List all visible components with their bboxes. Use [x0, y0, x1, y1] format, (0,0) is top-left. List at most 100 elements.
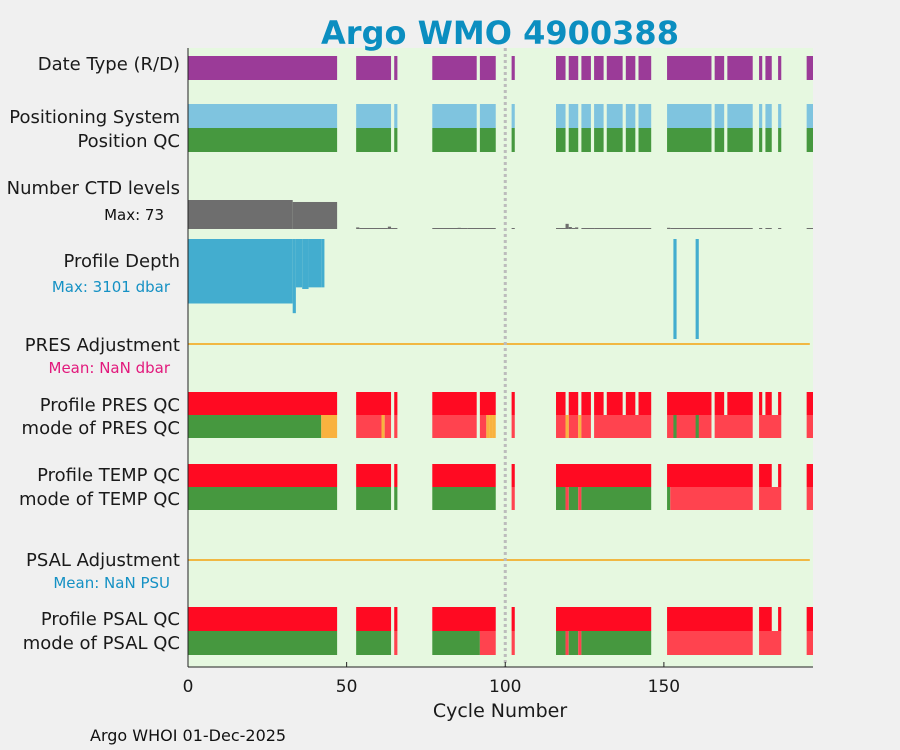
profile-depth-bar — [295, 239, 303, 288]
data-type-bar — [479, 56, 496, 80]
mode-pres-qc-bar — [714, 415, 753, 438]
profile-temp-qc-bar — [759, 464, 772, 487]
label-profile-pres-qc: Profile PRES QC — [40, 395, 180, 416]
position-qc-bar — [714, 128, 725, 152]
position-qc-bar — [759, 128, 763, 152]
mode-psal-qc-bar — [188, 631, 338, 655]
positioning-bar — [594, 104, 604, 128]
profile-depth-bar — [321, 239, 325, 288]
position-qc-bar — [568, 128, 579, 152]
positioning-bar — [714, 104, 725, 128]
profile-pres-qc-bar — [806, 392, 813, 415]
label-pres-mean: Mean: NaN dbar — [49, 359, 171, 377]
x-axis: 0 50 100 150 — [183, 48, 813, 697]
mode-pres-qc-bar — [511, 415, 515, 438]
ctd-levels-bar — [581, 228, 595, 229]
mode-temp-qc-bar — [432, 487, 496, 510]
data-type-bar — [394, 56, 398, 80]
position-qc-bar — [727, 128, 753, 152]
mode-psal-qc-bar — [432, 631, 480, 655]
chart-title: Argo WMO 4900388 — [321, 14, 679, 52]
mode-pres-qc-bar — [578, 415, 582, 438]
mode-pres-qc-bar — [479, 415, 487, 438]
label-data-type: Date Type (R/D) — [38, 54, 180, 75]
positioning-bar — [727, 104, 753, 128]
data-type-bar — [556, 56, 566, 80]
profile-pres-qc-bar — [759, 392, 763, 415]
mode-pres-qc-bar — [695, 415, 699, 438]
positioning-bar — [479, 104, 496, 128]
ctd-levels-bar — [556, 228, 566, 229]
data-type-bar — [806, 56, 813, 80]
profile-temp-qc-bar — [556, 464, 652, 487]
data-type-bar — [638, 56, 652, 80]
profile-psal-qc-bar — [759, 607, 772, 631]
ctd-levels-bar — [356, 227, 360, 229]
position-qc-bar — [594, 128, 604, 152]
mode-pres-qc-bar — [321, 415, 338, 438]
profile-pres-qc-bar — [638, 392, 652, 415]
ctd-levels-bar — [387, 226, 392, 229]
data-type-bar — [568, 56, 579, 80]
ctd-levels-bar — [432, 228, 468, 229]
positioning-bar — [778, 104, 782, 128]
position-qc-bar — [556, 128, 566, 152]
ctd-levels-bar — [511, 228, 515, 229]
data-type-bar — [778, 56, 782, 80]
profile-psal-qc-bar — [778, 607, 782, 631]
ctd-levels-bar — [575, 227, 579, 229]
x-tick-label: 100 — [489, 677, 521, 697]
ctd-levels-bar — [565, 223, 569, 229]
mode-temp-qc-bar — [556, 487, 566, 510]
profile-pres-qc-bar — [625, 392, 636, 415]
data-type-bar — [727, 56, 753, 80]
positioning-bar — [625, 104, 636, 128]
positioning-bar — [394, 104, 398, 128]
mode-temp-qc-bar — [511, 487, 515, 510]
profile-depth-bar — [292, 239, 296, 314]
data-type-bar — [765, 56, 772, 80]
mode-temp-qc-bar — [568, 487, 579, 510]
profile-pres-qc-bar — [556, 392, 566, 415]
mode-psal-qc-bar — [356, 631, 392, 655]
profile-pres-qc-bar — [667, 392, 712, 415]
x-tick-label: 0 — [183, 677, 194, 697]
data-type-bar — [581, 56, 591, 80]
mode-temp-qc-bar — [667, 487, 671, 510]
ctd-levels-bar — [457, 227, 461, 229]
mode-pres-qc-bar — [667, 415, 712, 438]
position-qc-bar — [581, 128, 591, 152]
profile-pres-qc-bar — [714, 392, 725, 415]
mode-pres-qc-bar — [188, 415, 322, 438]
profile-pres-qc-bar — [778, 392, 782, 415]
mode-temp-qc-bar — [759, 487, 782, 510]
profile-depth-bar — [308, 239, 322, 288]
label-profile-psal-qc: Profile PSAL QC — [41, 609, 180, 630]
positioning-bar — [432, 104, 477, 128]
label-depth-max: Max: 3101 dbar — [52, 278, 171, 296]
profile-pres-qc-bar — [594, 392, 604, 415]
label-psal-adjustment: PSAL Adjustment — [26, 550, 180, 571]
positioning-bar — [188, 104, 338, 128]
mode-psal-qc-bar — [479, 631, 496, 655]
row-labels: Argo WMO 4900388 Date Type (R/D) Positio… — [7, 14, 679, 745]
profile-pres-qc-bar — [432, 392, 477, 415]
position-qc-bar — [188, 128, 338, 152]
positioning-bar — [667, 104, 712, 128]
profile-temp-qc-bar — [511, 464, 515, 487]
profile-pres-qc-bar — [727, 392, 753, 415]
mode-temp-qc-bar — [578, 487, 582, 510]
data-type-bar — [625, 56, 636, 80]
mode-psal-qc-bar — [565, 631, 569, 655]
positioning-bar — [356, 104, 392, 128]
label-mode-psal-qc: mode of PSAL QC — [23, 633, 180, 654]
profile-pres-qc-bar — [606, 392, 623, 415]
mode-temp-qc-bar — [670, 487, 753, 510]
mode-psal-qc-bar — [394, 631, 398, 655]
mode-pres-qc-bar — [673, 415, 677, 438]
mode-psal-qc-bar — [667, 631, 753, 655]
profile-temp-qc-bar — [356, 464, 392, 487]
profile-psal-qc-bar — [806, 607, 813, 631]
profile-pres-qc-bar — [581, 392, 591, 415]
label-mode-pres-qc: mode of PRES QC — [22, 418, 180, 439]
